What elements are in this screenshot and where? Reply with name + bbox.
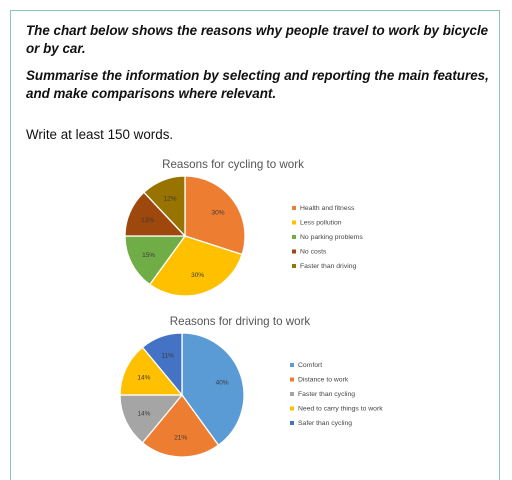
legend-swatch	[290, 406, 294, 411]
pie-slice	[119, 346, 184, 396]
legend-entry: Comfort	[298, 362, 322, 369]
pie-slice	[141, 332, 183, 397]
legend-entry: Faster than driving	[300, 263, 357, 270]
legend-swatch	[290, 392, 294, 396]
task-line-1: The chart below shows the reasons why pe…	[26, 23, 489, 56]
pie-slice	[143, 175, 186, 238]
slice-label: 21%	[174, 434, 187, 441]
pie-slice	[148, 235, 243, 297]
legend-swatch	[292, 235, 296, 239]
slice-label: 30%	[191, 272, 204, 279]
legend-entry: Need to carry things to work	[298, 406, 383, 413]
pie-slice	[119, 394, 184, 444]
legend-entry: Faster than cycling	[298, 391, 355, 398]
task-frame	[10, 10, 500, 480]
slice-label: 14%	[137, 410, 150, 417]
chart-title: Reasons for driving to work	[170, 315, 311, 328]
legend-swatch	[292, 206, 296, 210]
legend-entry: Less pollution	[300, 220, 342, 227]
slice-label: 40%	[216, 379, 229, 386]
legend-swatch	[292, 264, 296, 268]
legend-swatch	[290, 363, 294, 367]
slice-label: 30%	[211, 209, 224, 216]
pie-chart-1: Reasons for cycling to work 30% Health and…	[124, 158, 363, 297]
pie-slice	[141, 393, 220, 458]
slice-label: 15%	[142, 252, 155, 259]
slice-label: 11%	[161, 353, 174, 360]
pie-slice	[124, 235, 187, 286]
legend-entry: Distance to work	[298, 377, 349, 384]
slice-label: 12%	[163, 195, 176, 202]
slice-label: 13%	[141, 217, 154, 224]
legend-entry: No costs	[300, 249, 327, 256]
pie-slice	[184, 175, 246, 256]
slice-label: 14%	[137, 374, 150, 381]
pie-chart-2: Reasons for driving to work 40% Comfort 21%…	[119, 315, 383, 458]
legend-entry: No parking problems	[300, 234, 363, 241]
legend-swatch	[290, 421, 294, 425]
pie-slice	[181, 332, 245, 447]
legend-swatch	[292, 249, 296, 254]
task-line-2: Summarise the information by selecting a…	[26, 68, 489, 101]
legend-entry: Health and fitness	[300, 205, 355, 212]
task-instructions: The chart below shows the reasons why pe…	[26, 22, 496, 112]
legend-entry: Safer than cycling	[298, 420, 352, 427]
legend-swatch	[290, 377, 294, 382]
chart-title: Reasons for cycling to work	[162, 158, 304, 171]
legend-swatch	[292, 220, 296, 225]
task-word-count: Write at least 150 words.	[26, 127, 174, 142]
